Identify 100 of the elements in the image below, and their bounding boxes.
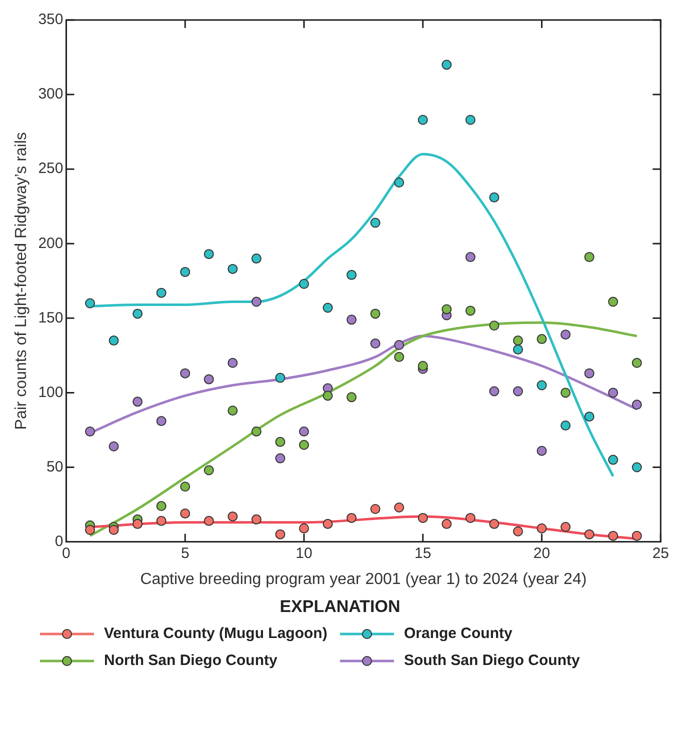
point bbox=[132, 518, 143, 529]
point bbox=[465, 252, 476, 262]
point bbox=[132, 308, 143, 319]
point bbox=[489, 518, 500, 529]
point bbox=[85, 524, 96, 535]
point bbox=[536, 334, 547, 344]
point bbox=[156, 288, 166, 298]
point bbox=[228, 358, 238, 368]
point bbox=[632, 462, 642, 472]
point bbox=[560, 420, 571, 431]
point bbox=[608, 296, 618, 307]
point bbox=[632, 530, 642, 541]
point bbox=[584, 529, 594, 540]
point bbox=[299, 278, 309, 289]
point bbox=[370, 218, 380, 228]
point bbox=[370, 338, 380, 349]
point bbox=[108, 336, 119, 346]
y-axis-title: Pair counts of Light-footed Ridgway’s rails bbox=[13, 132, 30, 430]
point bbox=[108, 524, 119, 535]
point bbox=[418, 114, 428, 125]
point bbox=[132, 396, 143, 407]
legend-label: North San Diego County bbox=[104, 652, 278, 669]
legend-label: Ventura County (Mugu Lagoon) bbox=[104, 625, 328, 642]
x-tick-label: 10 bbox=[296, 544, 312, 562]
point bbox=[584, 412, 594, 422]
point bbox=[204, 374, 214, 384]
point bbox=[632, 400, 642, 410]
point bbox=[584, 368, 594, 378]
point bbox=[370, 504, 380, 514]
point bbox=[489, 192, 500, 202]
legend-label: Orange County bbox=[404, 625, 512, 642]
point bbox=[489, 386, 500, 396]
point bbox=[560, 330, 571, 340]
point bbox=[442, 518, 452, 529]
y-tick-label: 0 bbox=[54, 532, 64, 550]
point bbox=[560, 522, 571, 532]
point bbox=[418, 360, 428, 371]
point bbox=[228, 511, 238, 522]
point bbox=[156, 516, 166, 526]
point bbox=[108, 441, 119, 452]
point bbox=[608, 388, 618, 398]
point bbox=[322, 390, 333, 401]
point bbox=[275, 453, 286, 464]
y-tick-label: 250 bbox=[38, 160, 64, 178]
point bbox=[512, 344, 523, 354]
point bbox=[204, 249, 214, 260]
point bbox=[228, 406, 238, 416]
point bbox=[180, 482, 190, 492]
point bbox=[442, 304, 452, 314]
y-tick-label: 200 bbox=[38, 234, 64, 252]
x-tick-label: 5 bbox=[180, 544, 190, 562]
legend-label: South San Diego County bbox=[404, 652, 580, 669]
point bbox=[251, 254, 262, 264]
point bbox=[536, 523, 547, 534]
point bbox=[346, 270, 357, 280]
point bbox=[370, 308, 380, 319]
point bbox=[251, 296, 262, 307]
point bbox=[489, 320, 500, 331]
point bbox=[322, 302, 333, 313]
point bbox=[275, 372, 286, 383]
point bbox=[465, 114, 476, 125]
point bbox=[394, 178, 404, 188]
point bbox=[299, 440, 309, 450]
point bbox=[346, 314, 357, 325]
point bbox=[180, 508, 190, 518]
point bbox=[536, 446, 547, 456]
y-tick-label: 300 bbox=[38, 86, 64, 103]
point bbox=[394, 502, 404, 513]
point bbox=[465, 306, 476, 316]
y-tick-label: 150 bbox=[38, 309, 64, 326]
y-tick-label: 350 bbox=[38, 11, 64, 28]
point bbox=[584, 252, 594, 262]
point bbox=[346, 512, 357, 523]
point bbox=[536, 380, 547, 390]
x-tick-label: 25 bbox=[652, 544, 669, 562]
legend-title: EXPLANATION bbox=[278, 597, 402, 617]
y-tick-label: 100 bbox=[38, 384, 64, 401]
x-axis-title: Captive breeding program year 2001 (year 1) to 2024 (year 24) bbox=[140, 570, 587, 588]
point bbox=[156, 416, 166, 426]
point bbox=[85, 298, 96, 308]
point bbox=[204, 465, 214, 476]
x-tick-label: 15 bbox=[414, 544, 432, 562]
x-tick-label: 20 bbox=[533, 544, 550, 562]
point bbox=[608, 530, 618, 541]
point bbox=[394, 340, 404, 350]
point bbox=[418, 512, 428, 523]
point bbox=[251, 426, 262, 436]
point bbox=[560, 388, 571, 398]
point bbox=[275, 529, 286, 540]
point bbox=[512, 336, 523, 346]
point bbox=[346, 392, 357, 402]
point bbox=[442, 60, 452, 70]
point bbox=[608, 454, 618, 465]
point bbox=[465, 512, 476, 523]
point bbox=[251, 514, 262, 524]
point bbox=[512, 526, 523, 536]
point bbox=[85, 426, 96, 436]
point bbox=[632, 358, 642, 368]
point bbox=[512, 386, 523, 396]
point bbox=[322, 518, 333, 529]
